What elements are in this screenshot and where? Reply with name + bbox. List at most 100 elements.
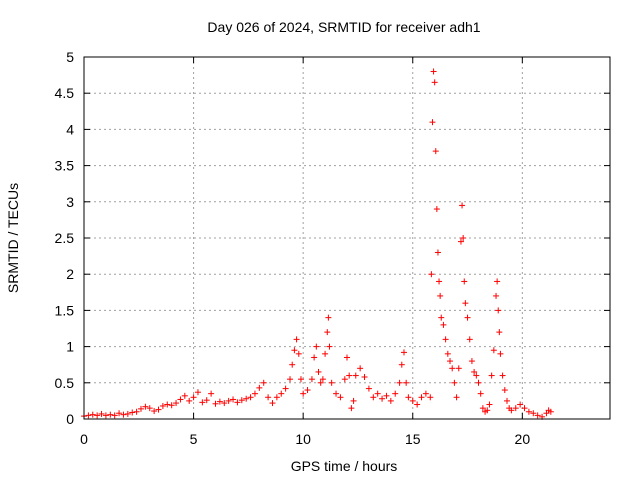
data-point xyxy=(383,392,390,399)
data-point xyxy=(387,397,394,404)
data-point xyxy=(449,365,456,372)
data-point xyxy=(440,321,447,328)
data-point xyxy=(308,376,315,383)
y-tick-label: 5 xyxy=(66,49,74,65)
data-point xyxy=(534,412,541,419)
data-point xyxy=(151,408,158,415)
data-point xyxy=(451,379,458,386)
data-point xyxy=(460,235,467,241)
y-tick-label: 0 xyxy=(66,411,74,427)
data-point xyxy=(199,399,206,406)
chart-title: Day 026 of 2024, SRMTID for receiver adh… xyxy=(207,19,480,35)
data-point xyxy=(437,292,444,299)
data-point xyxy=(473,372,480,379)
y-tick-label: 2 xyxy=(66,266,74,282)
data-point xyxy=(102,412,109,419)
data-point xyxy=(304,387,311,394)
data-point xyxy=(508,407,515,414)
data-point xyxy=(256,384,263,391)
data-point xyxy=(464,314,471,321)
data-point xyxy=(137,405,144,412)
data-point xyxy=(494,278,501,285)
data-point xyxy=(173,400,180,407)
axis-ticks xyxy=(83,56,610,420)
data-point xyxy=(436,278,443,285)
data-point xyxy=(442,336,449,343)
data-point xyxy=(521,405,528,412)
data-point xyxy=(396,379,403,386)
data-point xyxy=(525,408,532,415)
data-point xyxy=(107,411,114,418)
data-point xyxy=(265,394,272,401)
data-point xyxy=(208,390,215,397)
data-point xyxy=(230,396,237,403)
y-tick-label: 4 xyxy=(66,121,74,137)
data-point xyxy=(468,358,475,365)
data-point xyxy=(98,410,105,417)
data-point xyxy=(234,399,241,406)
data-point xyxy=(116,410,123,417)
data-point xyxy=(348,405,355,412)
data-point xyxy=(326,343,333,350)
data-point xyxy=(243,395,250,402)
data-point xyxy=(475,379,482,386)
data-point xyxy=(287,376,294,383)
data-point xyxy=(317,379,324,386)
data-point xyxy=(499,372,506,379)
data-point xyxy=(398,361,405,368)
data-point xyxy=(328,379,335,386)
data-point xyxy=(453,394,460,401)
data-point xyxy=(374,390,381,397)
x-axis-label: GPS time / hours xyxy=(291,458,398,474)
x-tick-label: 15 xyxy=(405,431,421,447)
data-point xyxy=(409,397,416,404)
data-point xyxy=(164,401,171,408)
data-point xyxy=(547,408,554,415)
data-point xyxy=(247,394,254,401)
data-point xyxy=(216,398,223,405)
data-point xyxy=(455,365,462,372)
x-tick-label: 5 xyxy=(190,431,198,447)
data-point xyxy=(293,336,300,343)
data-point xyxy=(89,411,96,418)
data-point xyxy=(503,397,510,404)
data-point xyxy=(517,401,524,408)
data-point xyxy=(295,350,302,357)
data-point xyxy=(146,405,153,412)
data-point xyxy=(530,410,537,417)
data-points xyxy=(81,68,554,420)
data-point xyxy=(346,372,353,379)
data-point xyxy=(344,354,350,361)
data-point xyxy=(324,329,331,336)
data-point xyxy=(203,397,210,404)
data-point xyxy=(311,354,318,361)
data-point xyxy=(433,206,440,213)
data-point xyxy=(291,347,298,354)
data-point xyxy=(282,385,289,392)
data-point xyxy=(462,300,469,307)
data-point xyxy=(352,372,359,379)
data-point xyxy=(497,350,504,357)
data-point xyxy=(434,249,441,256)
data-point xyxy=(459,202,466,209)
y-tick-label: 1.5 xyxy=(55,302,75,318)
data-point xyxy=(341,376,348,383)
data-point xyxy=(159,402,166,409)
data-point xyxy=(129,409,136,416)
data-point xyxy=(168,402,175,409)
data-point xyxy=(120,411,127,418)
data-point xyxy=(512,405,519,412)
data-point xyxy=(471,368,478,375)
data-point xyxy=(405,394,412,401)
data-point xyxy=(142,403,149,410)
data-point xyxy=(379,395,386,402)
data-point xyxy=(430,68,437,75)
data-point xyxy=(361,374,368,381)
data-point xyxy=(177,396,184,403)
data-point xyxy=(422,390,429,397)
data-point xyxy=(186,397,193,404)
y-tick-label: 4.5 xyxy=(55,85,75,101)
data-point xyxy=(501,387,508,394)
data-point xyxy=(337,394,344,401)
